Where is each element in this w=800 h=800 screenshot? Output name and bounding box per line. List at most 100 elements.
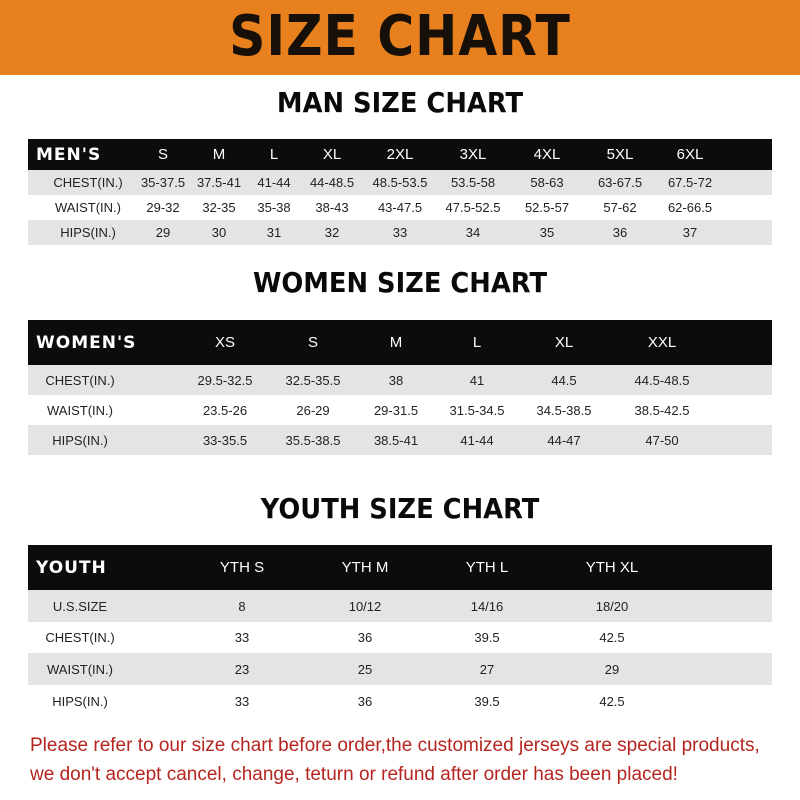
row-label: HIPS(IN.) [52,693,108,709]
table-cell: 63-67.5 [597,175,643,190]
size-header: YTH M [341,559,389,576]
table-row: WAIST(IN.) 29-32 32-35 35-38 38-43 43-47.5 47.… [28,195,772,220]
table-cell: 29.5-32.5 [197,372,253,388]
size-header: XXL [647,334,677,351]
table-cell: 23.5-26 [202,402,248,418]
table-cell: 41-44 [257,175,291,190]
size-header: L [472,334,482,351]
row-label: CHEST(IN.) [45,372,115,388]
table-cell: 48.5-53.5 [372,175,428,190]
size-header: S [157,146,169,163]
table-cell: 37.5-41 [196,175,242,190]
row-label: WAIST(IN.) [47,402,113,418]
table-cell: 35-38 [257,200,291,215]
row-label: HIPS(IN.) [60,225,116,240]
table-header-row: WOMEN'S XS S M L XL XXL [28,320,772,365]
table-cell: 33 [234,693,250,709]
table-cell: 32 [324,225,340,240]
row-label: HIPS(IN.) [52,432,108,448]
table-cell: 47.5-52.5 [445,200,501,215]
table-cell: 8 [238,598,246,614]
table-cell: 67.5-72 [667,175,713,190]
size-header: S [307,334,319,351]
table-cell: 42.5 [599,630,625,645]
table-cell: 31.5-34.5 [449,402,505,418]
size-header: XL [322,146,342,163]
table-category-label: MEN'S [36,144,102,165]
table-cell: 41-44 [460,432,494,448]
table-cell: 32.5-35.5 [285,372,341,388]
table-cell: 36 [612,225,628,240]
table-cell: 39.5 [474,693,500,709]
table-cell: 38 [388,372,404,388]
footer-notice-line-2: we don't accept cancel, change, teturn o… [30,764,678,785]
size-header: 2XL [386,146,414,163]
table-cell: 44.5 [551,372,577,388]
size-header: M [212,146,226,163]
table-cell: 33 [392,225,408,240]
table-row: CHEST(IN.) 33 36 39.5 42.5 [28,622,772,653]
table-cell: 29-31.5 [373,402,419,418]
table-cell: 25 [357,661,373,677]
size-header: 4XL [533,146,561,163]
table-cell: 35-37.5 [140,175,186,190]
table-row: HIPS(IN.) 33 36 39.5 42.5 [28,685,772,717]
row-label: WAIST(IN.) [47,661,113,677]
table-category-label: WOMEN'S [36,332,137,353]
table-row: WAIST(IN.) 23 25 27 29 [28,653,772,685]
table-cell: 23 [234,661,250,677]
table-cell: 26-29 [296,402,330,418]
table-cell: 43-47.5 [377,200,423,215]
table-cell: 30 [211,225,227,240]
table-cell: 29-32 [146,200,180,215]
table-cell: 53.5-58 [450,175,496,190]
table-cell: 44.5-48.5 [634,372,690,388]
size-header: YTH L [465,559,509,576]
table-cell: 33-35.5 [202,432,248,448]
row-label: WAIST(IN.) [55,200,121,215]
table-cell: 57-62 [603,200,637,215]
men-section-title: MAN SIZE CHART [276,86,524,119]
table-cell: 14/16 [470,598,504,614]
table-row: HIPS(IN.) 33-35.5 35.5-38.5 38.5-41 41-44 44-… [28,425,772,455]
table-cell: 33 [234,630,250,645]
table-cell: 38-43 [315,200,349,215]
size-header: M [389,334,403,351]
table-cell: 62-66.5 [667,200,713,215]
table-cell: 35.5-38.5 [285,432,341,448]
size-header: YTH S [219,559,265,576]
row-label: U.S.SIZE [52,598,108,614]
table-row: CHEST(IN.) 29.5-32.5 32.5-35.5 38 41 44.5 44.5… [28,365,772,395]
banner: SIZE CHART [0,0,800,75]
table-cell: 29 [604,661,620,677]
table-row: HIPS(IN.) 29 30 31 32 33 34 35 36 37 [28,220,772,245]
table-cell: 36 [357,693,373,709]
table-row: CHEST(IN.) 35-37.5 37.5-41 41-44 44-48.5 48.5… [28,170,772,195]
table-cell: 52.5-57 [524,200,570,215]
footer-notice-line-1: Please refer to our size chart before or… [30,735,760,756]
table-cell: 58-63 [530,175,564,190]
table-cell: 37 [682,225,698,240]
page-title: SIZE CHART [229,4,571,69]
size-header: 3XL [459,146,487,163]
table-cell: 38.5-41 [373,432,419,448]
size-header: L [269,146,279,163]
table-row: U.S.SIZE 8 10/12 14/16 18/20 [28,590,772,622]
size-header: 5XL [606,146,634,163]
table-cell: 38.5-42.5 [634,402,690,418]
table-cell: 36 [357,630,373,645]
size-header: XL [554,334,574,351]
table-cell: 41 [469,372,485,388]
table-cell: 35 [539,225,555,240]
size-header: 6XL [676,146,704,163]
table-header-row: YOUTH YTH S YTH M YTH L YTH XL [28,545,772,590]
table-cell: 34.5-38.5 [536,402,592,418]
table-cell: 34 [465,225,481,240]
table-cell: 44-48.5 [309,175,355,190]
table-cell: 27 [479,661,495,677]
table-cell: 32-35 [202,200,236,215]
youth-section-title: YOUTH SIZE CHART [260,492,540,525]
table-category-label: YOUTH [36,557,107,578]
size-header: XS [214,334,236,351]
table-cell: 29 [155,225,171,240]
